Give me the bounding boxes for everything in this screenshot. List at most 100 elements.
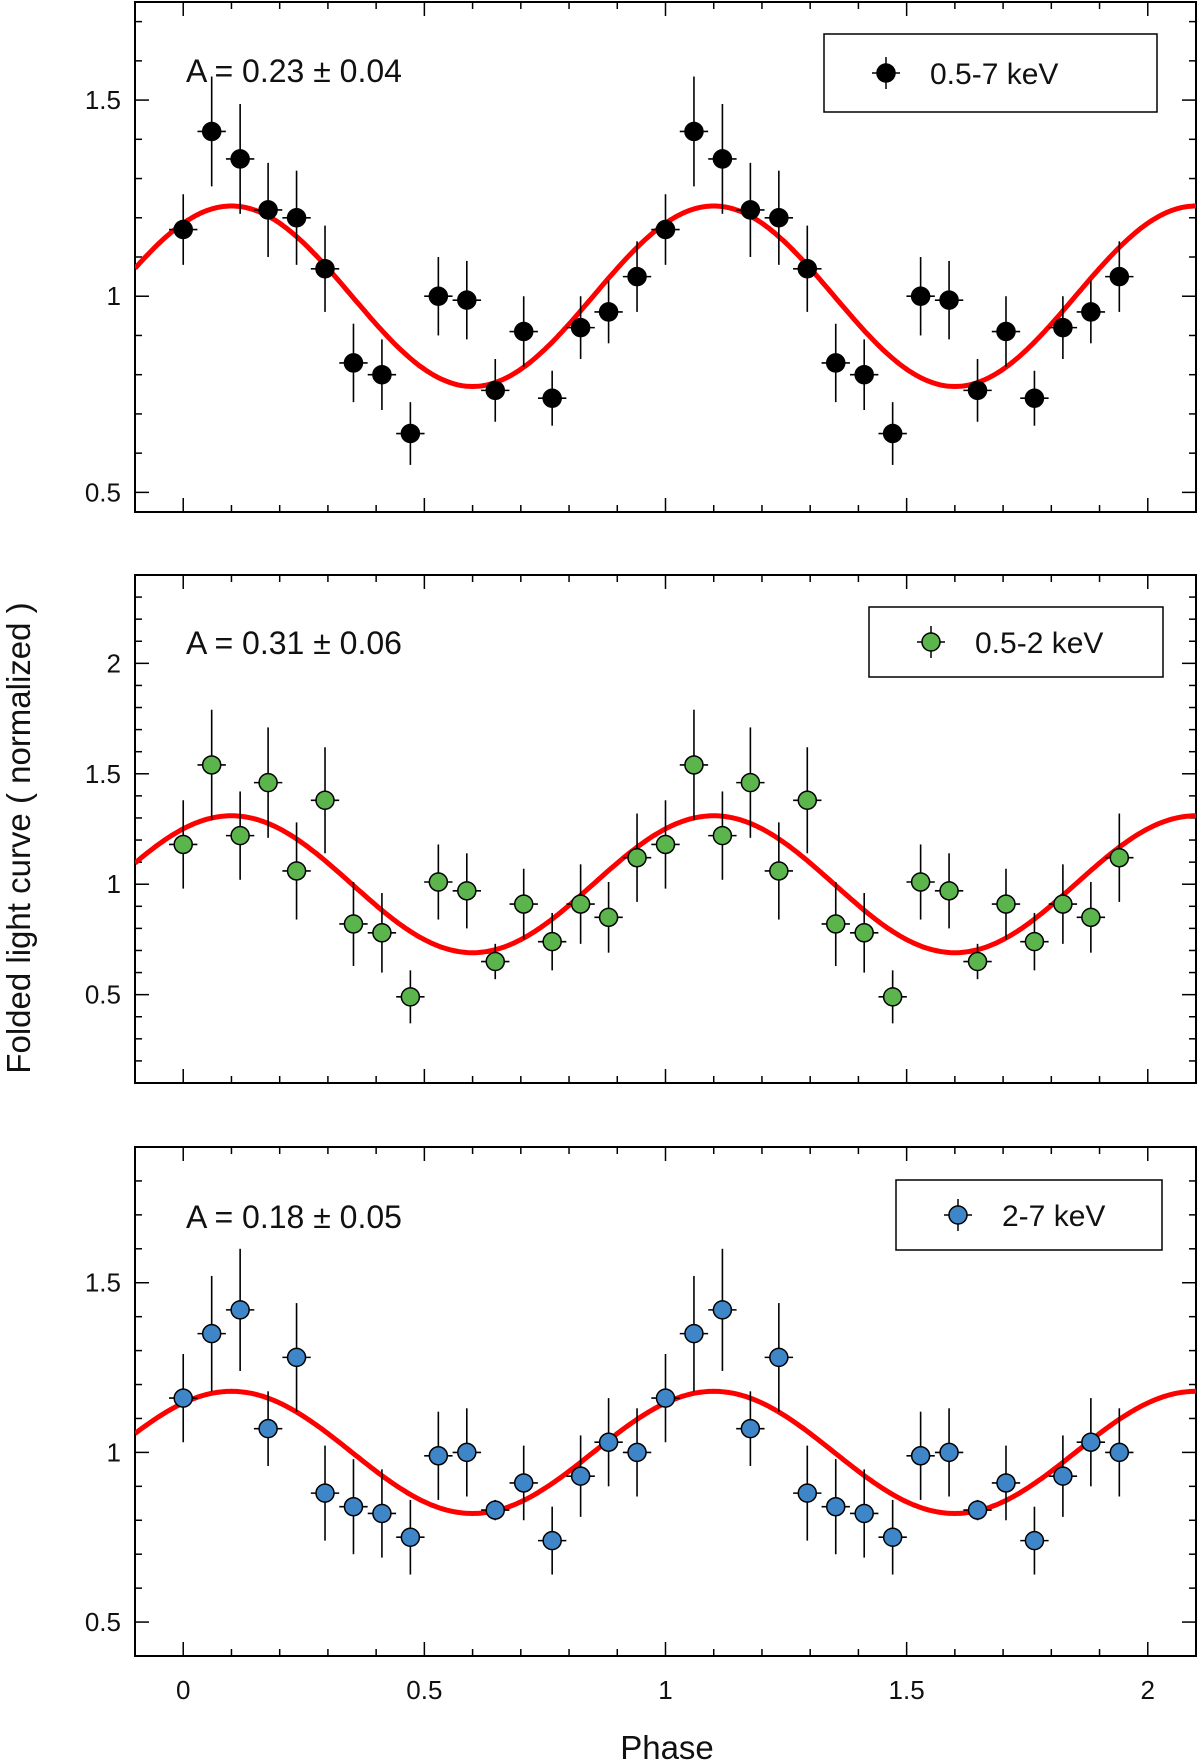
marker bbox=[542, 1530, 562, 1551]
data-point bbox=[253, 727, 283, 838]
marker bbox=[400, 1527, 421, 1547]
data-point bbox=[509, 868, 538, 940]
marker bbox=[712, 825, 733, 846]
data-point bbox=[850, 893, 879, 973]
marker bbox=[939, 1442, 959, 1463]
marker bbox=[400, 423, 421, 444]
data-point bbox=[537, 912, 567, 971]
marker bbox=[655, 219, 676, 240]
data-point bbox=[651, 800, 680, 889]
marker bbox=[684, 121, 704, 142]
marker bbox=[598, 302, 619, 322]
data-point bbox=[878, 970, 907, 1024]
marker bbox=[598, 1432, 619, 1452]
data-point bbox=[367, 893, 397, 973]
data-point bbox=[878, 1499, 907, 1575]
panel-2: 0.5 1 1.5 2 A = 0.31 ± 0.06 0.5-2 keV bbox=[85, 574, 1197, 1084]
data-point bbox=[708, 1248, 737, 1371]
data-point bbox=[1048, 864, 1078, 944]
marker bbox=[939, 290, 959, 310]
marker bbox=[570, 894, 591, 914]
marker bbox=[910, 286, 931, 306]
data-point bbox=[850, 1469, 879, 1558]
y-tick-label: 1.5 bbox=[85, 85, 121, 115]
marker bbox=[1024, 931, 1045, 952]
data-point bbox=[197, 1275, 226, 1392]
marker bbox=[939, 881, 959, 901]
data-point bbox=[708, 791, 737, 880]
data-point bbox=[424, 1411, 453, 1500]
data-point bbox=[282, 1303, 311, 1412]
data-point bbox=[424, 257, 453, 336]
data-point bbox=[1105, 241, 1134, 312]
data-point bbox=[1105, 1408, 1134, 1497]
x-axis-title: Phase bbox=[620, 1729, 714, 1763]
data-point bbox=[991, 868, 1021, 940]
data-point bbox=[225, 791, 255, 880]
data-point bbox=[253, 162, 283, 257]
marker bbox=[286, 208, 307, 228]
marker bbox=[740, 200, 761, 220]
data-point bbox=[906, 257, 935, 336]
data-point bbox=[1048, 296, 1078, 359]
marker bbox=[825, 1496, 846, 1517]
marker bbox=[1024, 388, 1045, 408]
data-point bbox=[821, 882, 850, 966]
data-point bbox=[537, 1506, 567, 1575]
marker bbox=[655, 834, 676, 855]
marker bbox=[910, 872, 931, 892]
data-point bbox=[396, 402, 425, 465]
marker bbox=[400, 987, 421, 1007]
marker bbox=[372, 364, 392, 385]
y-tick-label: 0.5 bbox=[85, 1607, 121, 1637]
data-point bbox=[566, 864, 595, 944]
marker bbox=[343, 1496, 364, 1517]
data-point bbox=[622, 1408, 652, 1497]
marker bbox=[372, 1503, 392, 1524]
data-point bbox=[481, 943, 510, 980]
data-point bbox=[594, 280, 623, 344]
marker bbox=[457, 290, 477, 310]
data-point bbox=[821, 323, 850, 403]
marker bbox=[882, 1527, 903, 1547]
marker bbox=[428, 872, 449, 892]
marker bbox=[712, 149, 733, 169]
marker bbox=[570, 317, 591, 338]
marker bbox=[173, 1388, 193, 1408]
data-point bbox=[708, 104, 737, 214]
marker bbox=[684, 1323, 704, 1344]
marker bbox=[343, 353, 364, 373]
marker bbox=[542, 931, 562, 952]
data-point bbox=[736, 1391, 765, 1466]
marker bbox=[1081, 302, 1101, 322]
data-point bbox=[509, 296, 538, 367]
marker bbox=[1109, 1442, 1130, 1463]
marker bbox=[173, 834, 193, 855]
marker bbox=[797, 259, 818, 279]
marker bbox=[286, 1347, 307, 1368]
data-point bbox=[793, 747, 822, 854]
data-point bbox=[793, 225, 822, 312]
data-point bbox=[850, 339, 879, 410]
data-point bbox=[963, 1499, 992, 1521]
marker bbox=[769, 1347, 789, 1368]
y-tick-label: 1 bbox=[107, 1437, 121, 1467]
y-axis-title: Folded light curve ( normalized ) bbox=[0, 602, 37, 1073]
data-point bbox=[169, 1353, 198, 1443]
data-point bbox=[793, 1445, 822, 1541]
marker bbox=[485, 380, 506, 401]
marker bbox=[428, 1446, 449, 1466]
data-point bbox=[310, 747, 340, 854]
marker bbox=[428, 286, 449, 306]
data-point bbox=[764, 822, 794, 920]
x-tick-label: 0.5 bbox=[406, 1675, 442, 1705]
data-point bbox=[310, 225, 340, 312]
marker bbox=[1053, 317, 1073, 338]
legend-marker bbox=[948, 1205, 968, 1225]
marker bbox=[457, 1442, 477, 1463]
data-point bbox=[225, 1248, 255, 1371]
data-point bbox=[963, 359, 992, 422]
data-point bbox=[282, 170, 311, 265]
amplitude-annotation: A = 0.31 ± 0.06 bbox=[186, 625, 402, 661]
